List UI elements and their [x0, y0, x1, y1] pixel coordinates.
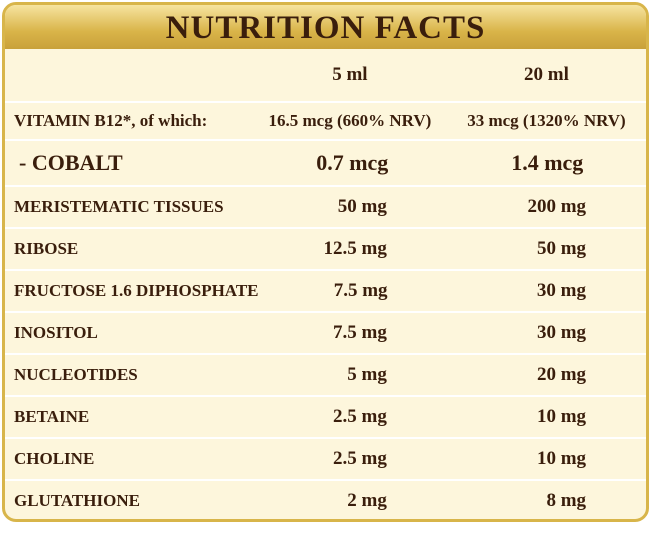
nutrient-amount: 5 mg — [347, 364, 387, 385]
nutrient-amount: 2 mg — [347, 490, 387, 511]
table-row: - COBALT 0.7 mcg 1.4 mcg — [5, 141, 646, 187]
nutrition-panel: NUTRITION FACTS 5 ml 20 ml VITAMIN B12*,… — [2, 2, 649, 522]
nutrient-amount: 2.5 mg — [333, 448, 387, 469]
table-row: BETAINE 2.5 mg 10 mg — [5, 397, 646, 439]
nutrient-name: INOSITOL — [14, 323, 98, 342]
nutrient-name: RIBOSE — [14, 239, 79, 258]
nutrient-amount: 2.5 mg — [333, 406, 387, 427]
nutrient-amount: 8 mg — [546, 490, 587, 511]
table-row: VITAMIN B12*, of which: 16.5 mcg (660% NR… — [5, 103, 646, 141]
title: NUTRITION FACTS — [5, 5, 646, 49]
nutrient-amount: 1.4 mcg — [511, 150, 584, 175]
nutrient-amount: 12.5 mg — [323, 238, 387, 259]
nutrient-amount: 200 mg — [527, 196, 587, 217]
table-row: MERISTEMATIC TISSUES 50 mg 200 mg — [5, 187, 646, 229]
nutrient-name: NUCLEOTIDES — [14, 365, 138, 384]
nutrient-amount: 10 mg — [536, 406, 587, 427]
table-row: NUCLEOTIDES 5 mg 20 mg — [5, 355, 646, 397]
nutrient-amount: 50 mg — [536, 238, 587, 259]
nutrient-name: CHOLINE — [14, 449, 95, 468]
nutrient-name: FRUCTOSE 1.6 DIPHOSPHATE — [14, 281, 259, 300]
nutrient-name: VITAMIN B12*, of which: — [14, 111, 208, 130]
nutrient-amount: 20 mg — [536, 364, 587, 385]
table-row: FRUCTOSE 1.6 DIPHOSPHATE 7.5 mg 30 mg — [5, 271, 646, 313]
nutrient-amount: 33 mcg (1320% NRV) — [467, 111, 626, 130]
nutrient-amount: 0.7 mcg — [316, 150, 389, 175]
table-row: INOSITOL 7.5 mg 30 mg — [5, 313, 646, 355]
column-header: 5 ml — [332, 64, 368, 85]
nutrient-amount: 16.5 mcg (660% NRV) — [268, 111, 432, 130]
table-row: RIBOSE 12.5 mg 50 mg — [5, 229, 646, 271]
nutrient-name: - COBALT — [19, 150, 123, 175]
nutrient-name: MERISTEMATIC TISSUES — [14, 197, 224, 216]
table-body: VITAMIN B12*, of which: 16.5 mcg (660% NR… — [5, 103, 646, 519]
nutrient-amount: 10 mg — [536, 448, 587, 469]
nutrient-amount: 30 mg — [536, 322, 587, 343]
column-header-row: 5 ml 20 ml — [5, 49, 646, 103]
nutrient-amount: 30 mg — [536, 280, 586, 301]
column-header: 20 ml — [524, 64, 569, 85]
table-row: CHOLINE 2.5 mg 10 mg — [5, 439, 646, 481]
nutrient-amount: 7.5 mg — [333, 322, 387, 343]
nutrient-amount: 50 mg — [337, 196, 387, 217]
nutrient-name: GLUTATHIONE — [14, 491, 140, 510]
nutrient-amount: 7.5 mg — [333, 280, 388, 301]
nutrient-name: BETAINE — [14, 407, 90, 426]
table-row: GLUTATHIONE 2 mg 8 mg — [5, 481, 646, 519]
